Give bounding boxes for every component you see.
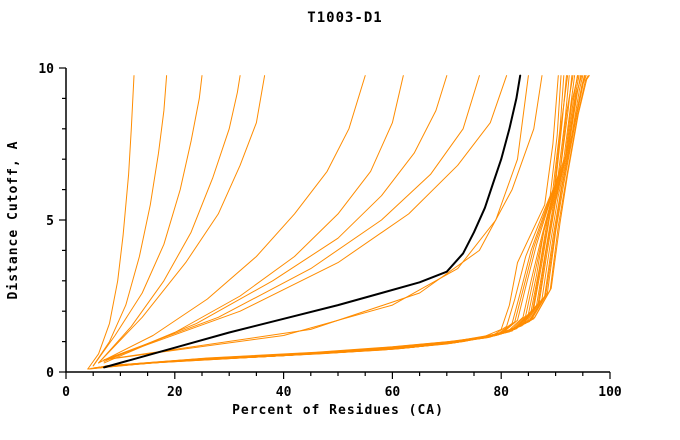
x-tick-label: 0 [62,385,70,400]
model-curve [98,75,266,364]
tick-labels: 0 20 40 60 80 100 0 5 10 [38,62,622,400]
model-curve [106,75,589,367]
model-curve [92,75,203,367]
model-curve [100,75,583,368]
axis-ticks [59,67,611,379]
y-tick-label: 5 [46,214,54,229]
model-curve [87,75,135,370]
model-curve [93,75,570,369]
highlighted-model-curve [103,74,522,369]
plot-curves [87,74,590,370]
chart-title: T1003-D1 [307,10,382,26]
model-curve [95,75,574,369]
x-tick-label: 100 [598,385,622,400]
model-curve [95,75,573,369]
y-tick-label: 0 [46,366,54,381]
y-axis-label: Distance Cutoff, A [6,141,21,300]
model-curve [100,75,582,368]
model-curve [90,75,565,369]
x-tick-label: 20 [167,385,183,400]
model-curve [103,75,529,361]
model-curve [103,75,586,367]
x-tick-label: 80 [493,385,509,400]
model-curve [92,75,168,367]
model-curve [98,75,366,364]
x-axis-label: Percent of Residues (CA) [232,403,444,418]
model-curve [103,75,448,362]
x-tick-label: 40 [276,385,292,400]
y-tick-label: 10 [38,62,54,77]
model-curve [109,75,508,359]
model-curve [103,75,480,361]
model-curve [103,75,543,361]
model-curve [103,75,404,364]
model-curve [98,75,241,364]
model-curve [106,75,590,367]
x-tick-label: 60 [385,385,401,400]
